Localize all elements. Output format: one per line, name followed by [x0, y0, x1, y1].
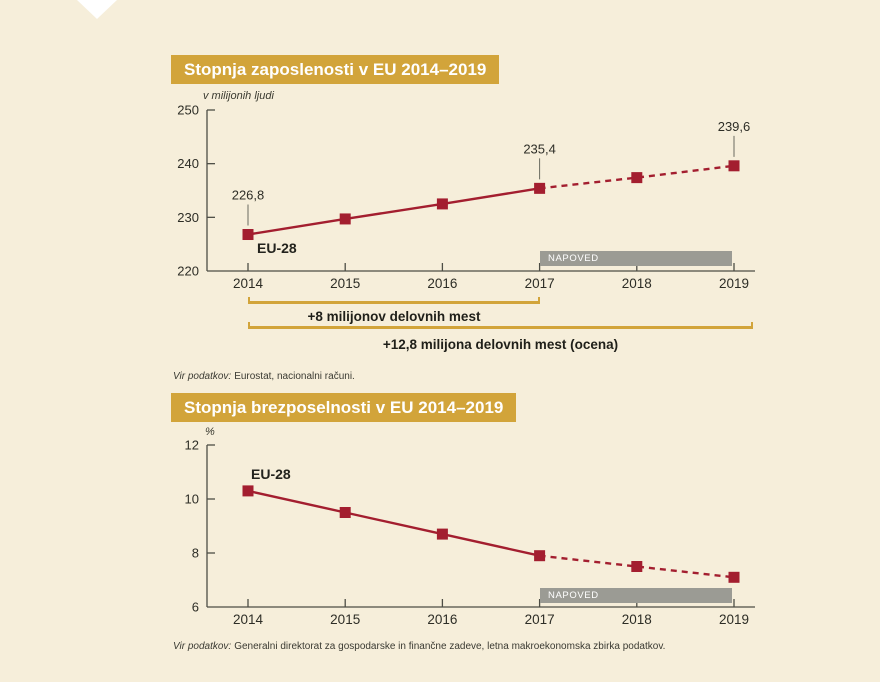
annotation-12-8-million-jobs: +12,8 milijona delovnih mest (ocena) [382, 337, 619, 352]
data-point-2015 [339, 213, 351, 225]
data-point-2014 [242, 229, 254, 241]
data-point-2018 [631, 561, 643, 572]
x-tick-label: 2019 [719, 276, 749, 291]
unemployment-forecast-band: NAPOVED [540, 588, 732, 603]
x-tick-label: 2016 [427, 612, 457, 627]
data-point-2015 [339, 507, 351, 518]
x-tick-label: 2018 [622, 276, 652, 291]
data-point-2014 [242, 485, 254, 497]
x-tick-label: 2018 [622, 612, 652, 627]
data-point-2019 [728, 160, 740, 172]
point-value-label: 226,8 [232, 188, 265, 203]
x-tick-label: 2017 [525, 612, 555, 627]
y-tick-label: 6 [192, 600, 199, 615]
data-point-2019 [728, 571, 740, 583]
source-text: Eurostat, nacionalni računi. [234, 371, 355, 382]
y-tick-label: 12 [185, 438, 199, 453]
annotation-8-million-jobs: +8 milijonov delovnih mest [307, 309, 481, 324]
point-value-label: 235,4 [523, 141, 556, 156]
x-tick-label: 2014 [233, 612, 264, 627]
x-tick-label: 2014 [233, 276, 264, 291]
unemployment-source-note: Vir podatkov: Generalni direktorat za gos… [173, 641, 665, 652]
x-tick-label: 2019 [719, 612, 749, 627]
point-value-label: 239,6 [718, 119, 751, 134]
y-tick-label: 240 [177, 156, 199, 171]
series-line-solid [247, 489, 540, 557]
forecast-band-label: NAPOVED [548, 590, 599, 601]
series-line-solid [247, 187, 540, 236]
source-prefix: Vir podatkov: [173, 371, 232, 382]
top-notch-decoration [77, 0, 117, 19]
x-tick-label: 2015 [330, 612, 360, 627]
y-tick-label: 8 [192, 546, 199, 561]
x-tick-label: 2015 [330, 276, 360, 291]
unemployment-chart-title: Stopnja brezposelnosti v EU 2014–2019 [171, 393, 517, 422]
data-point-2017 [534, 550, 546, 562]
bracket-8-million-jobs [248, 297, 540, 304]
unemployment-chart: 6 8 10 12 2014 2015 2016 2017 2018 2019 [185, 438, 755, 627]
employment-source-note: Vir podatkov: Eurostat, nacionalni računi… [173, 371, 355, 382]
data-point-2016 [436, 198, 448, 210]
employment-chart-title: Stopnja zaposlenosti v EU 2014–2019 [171, 55, 500, 84]
y-tick-label: 10 [185, 492, 199, 507]
employment-forecast-band: NAPOVED [540, 251, 732, 266]
y-tick-label: 220 [177, 264, 199, 279]
unemployment-series-label: EU-28 [251, 466, 291, 482]
data-point-2016 [436, 528, 448, 540]
employment-axis-unit-label: v milijonih ljudi [203, 90, 274, 102]
employment-chart: 220 230 240 250 2014 2015 2016 2017 2018 2019 226,… [177, 103, 755, 291]
data-point-2018 [631, 172, 643, 184]
x-tick-label: 2017 [525, 276, 555, 291]
unemployment-axis-unit-label: % [205, 426, 215, 438]
x-tick-label: 2016 [427, 276, 457, 291]
y-tick-label: 250 [177, 103, 199, 118]
employment-series-label: EU-28 [257, 240, 297, 256]
source-prefix: Vir podatkov: [173, 641, 232, 652]
y-tick-label: 230 [177, 210, 199, 225]
source-text: Generalni direktorat za gospodarske in f… [234, 641, 666, 652]
forecast-band-label: NAPOVED [548, 253, 599, 264]
bracket-12-8-million-jobs [248, 322, 753, 329]
data-point-2017 [534, 182, 546, 194]
